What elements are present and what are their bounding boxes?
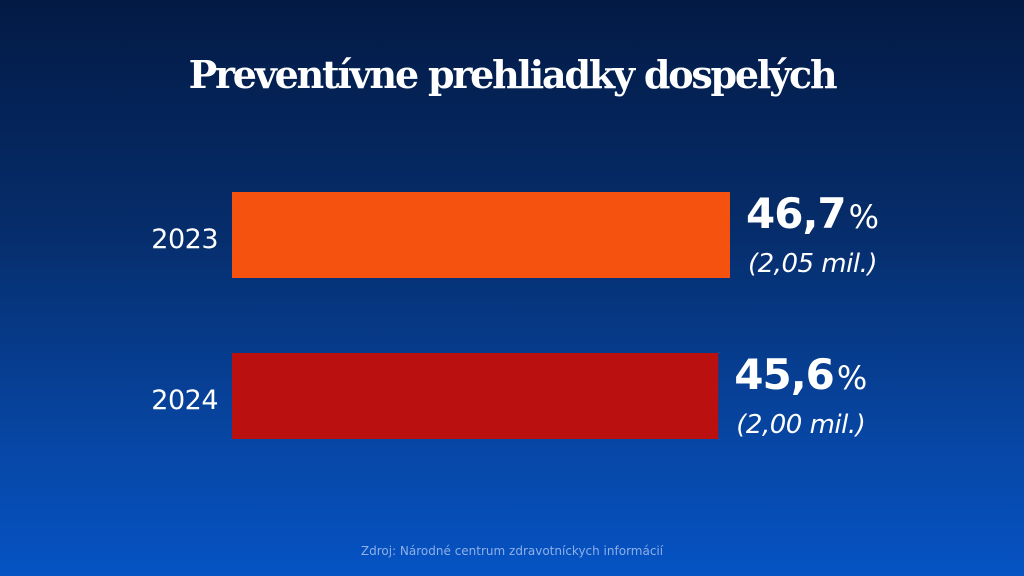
source-note: Zdroj: Národné centrum zdravotníckych in… <box>360 544 664 558</box>
value-label-2024: 45,6% <box>734 350 867 399</box>
bar-2024 <box>232 353 719 439</box>
value-label-2023: 46,7% <box>746 189 879 238</box>
chart-title: Preventívne prehliadky dospelých <box>188 52 838 97</box>
category-label-2024: 2024 <box>151 385 218 416</box>
secondary-label-2024: (2,00 mil.) <box>736 410 865 440</box>
secondary-label-2023: (2,05 mil.) <box>748 249 877 279</box>
bar-2023 <box>232 192 730 278</box>
category-label-2023: 2023 <box>151 224 218 255</box>
